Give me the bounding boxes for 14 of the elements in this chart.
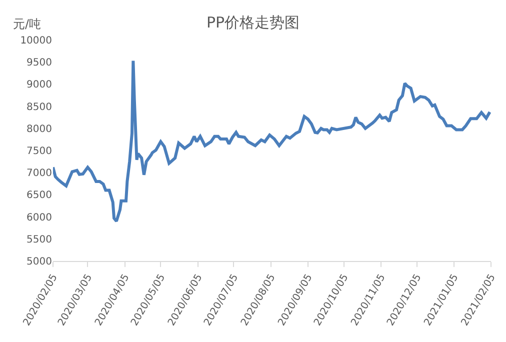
y-tick-label: 7500 [26, 146, 52, 157]
y-tick-label: 6000 [26, 212, 52, 224]
y-tick-label: 10000 [20, 36, 52, 46]
y-tick-label: 6500 [26, 190, 52, 202]
y-tick-label: 5500 [26, 234, 52, 246]
y-tick-label: 5000 [26, 256, 52, 268]
y-tick-label: 7000 [26, 168, 52, 180]
y-tick-label: 9500 [26, 58, 52, 69]
y-tick-label: 9000 [26, 80, 52, 91]
y-axis-title: 元/吨 [13, 17, 42, 31]
y-tick-label: 8500 [26, 102, 52, 113]
y-tick-label: 8000 [26, 124, 52, 135]
line-series [53, 59, 491, 223]
chart-title: PP价格走势图 [206, 14, 300, 32]
